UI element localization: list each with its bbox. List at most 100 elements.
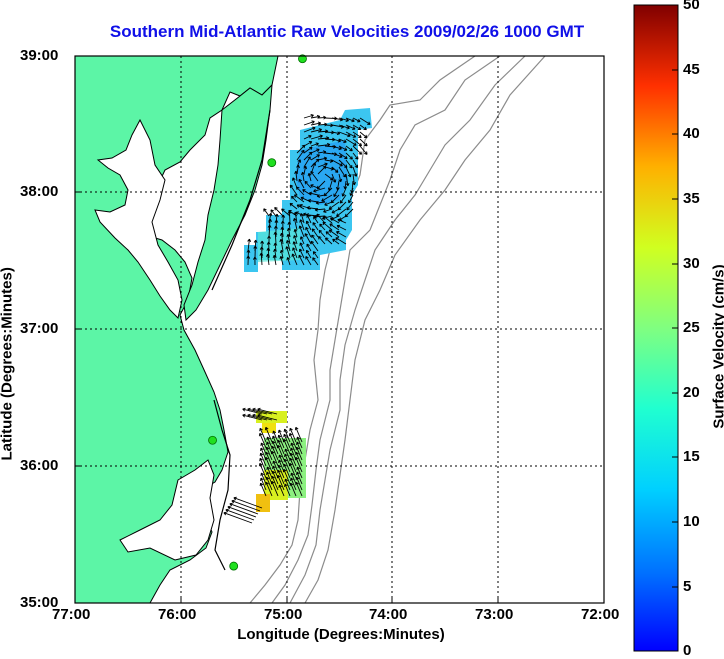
velocity-arrow — [264, 426, 273, 443]
velocity-arrow — [277, 464, 285, 479]
velocity-arrow — [324, 201, 333, 206]
velocity-arrow — [265, 446, 273, 461]
velocity-arrow — [313, 215, 319, 224]
velocity-arrow — [247, 238, 252, 252]
velocity-arrow — [286, 233, 291, 245]
velocity-arrow — [247, 413, 268, 421]
velocity-arrow — [259, 252, 264, 266]
velocity-arrow — [303, 113, 314, 119]
velocity-arrow — [336, 231, 347, 238]
velocity-arrow — [303, 165, 308, 175]
velocity-arrow — [292, 217, 298, 231]
velocity-arrow — [258, 462, 267, 479]
velocity-arrow — [266, 471, 273, 485]
velocity-arrow — [310, 114, 321, 119]
velocity-arrow — [288, 432, 297, 449]
velocity-arrow — [293, 211, 298, 224]
velocity-arrow — [338, 138, 347, 144]
velocity-arrow — [352, 145, 363, 155]
velocity-arrow — [345, 138, 357, 146]
velocity-arrow — [263, 208, 270, 217]
velocity-arrow — [296, 436, 303, 449]
velocity-arrow — [289, 427, 297, 443]
velocity-arrow — [233, 496, 263, 509]
velocity-arrow — [352, 124, 362, 131]
velocity-arrow — [265, 481, 273, 497]
velocity-arrow — [283, 458, 291, 473]
velocity-arrow — [325, 231, 333, 238]
velocity-arrow — [331, 159, 343, 167]
velocity-arrow — [293, 235, 298, 245]
velocity-arrow — [331, 145, 342, 151]
velocity-arrow — [317, 150, 327, 155]
velocity-arrow — [317, 165, 327, 175]
velocity-arrow — [285, 240, 291, 252]
velocity-arrow — [324, 159, 334, 163]
velocity-arrow — [312, 251, 319, 259]
velocity-arrow — [345, 173, 350, 187]
velocity-arrow — [333, 187, 340, 198]
velocity-arrow — [289, 202, 298, 210]
velocity-arrow — [339, 194, 347, 204]
velocity-arrow — [338, 152, 348, 160]
velocity-arrow — [341, 187, 347, 197]
velocity-arrow — [278, 454, 285, 467]
velocity-arrow — [242, 413, 263, 421]
velocity-arrow — [284, 483, 291, 497]
velocity-arrow — [294, 426, 303, 443]
velocity-arrow — [272, 435, 279, 449]
station-marker — [267, 158, 277, 168]
x-axis-title: Longitude (Degrees:Minutes) — [237, 626, 445, 643]
velocity-arrow — [338, 145, 348, 151]
velocity-arrow — [307, 172, 312, 182]
velocity-arrow — [277, 469, 285, 485]
velocity-arrow — [328, 229, 340, 238]
velocity-arrow — [291, 195, 298, 203]
velocity-arrow — [276, 444, 285, 461]
velocity-arrow — [282, 468, 291, 485]
y-tick-label: 36:00 — [20, 457, 59, 474]
velocity-arrow — [296, 144, 306, 154]
velocity-arrow — [359, 145, 368, 155]
velocity-arrow — [277, 434, 285, 449]
velocity-arrow — [359, 138, 368, 147]
velocity-arrow — [291, 177, 298, 189]
velocity-arrow — [270, 450, 279, 467]
velocity-arrow — [271, 440, 279, 455]
velocity-arrow — [345, 152, 353, 160]
velocity-arrow — [273, 225, 278, 238]
colorbar-tick-label: 50 — [683, 0, 700, 13]
velocity-arrow — [271, 475, 279, 491]
velocity-arrow — [284, 448, 291, 461]
velocity-arrow — [223, 511, 253, 524]
velocity-arrow — [296, 186, 305, 196]
velocity-arrow — [305, 220, 312, 231]
colorbar-tick-label: 35 — [683, 190, 700, 207]
velocity-arrow — [257, 407, 278, 415]
velocity-arrow — [345, 124, 356, 130]
velocity-arrow — [303, 146, 313, 154]
velocity-arrow — [306, 214, 312, 224]
velocity-arrow — [278, 484, 285, 497]
colorbar-tick-label: 0 — [683, 642, 692, 659]
velocity-arrow — [284, 453, 291, 467]
velocity-arrow — [338, 166, 346, 178]
velocity-arrow — [264, 456, 273, 473]
x-tick-label: 76:00 — [158, 606, 197, 623]
velocity-arrow — [282, 438, 291, 455]
velocity-arrow — [286, 257, 291, 266]
bathymetry-contours — [249, 56, 546, 603]
velocity-arrow — [271, 445, 279, 461]
velocity-arrow — [323, 215, 333, 224]
x-tick-label: 72:00 — [581, 606, 620, 623]
velocity-arrow — [272, 430, 279, 443]
y-tick-label: 39:00 — [20, 47, 59, 64]
velocity-arrow — [310, 170, 319, 182]
velocity-vectors — [223, 113, 371, 524]
colorbar — [633, 4, 679, 652]
velocity-arrow — [349, 187, 354, 196]
velocity-arrow — [298, 225, 305, 238]
velocity-arrow — [318, 229, 326, 238]
velocity-arrow — [293, 228, 298, 238]
